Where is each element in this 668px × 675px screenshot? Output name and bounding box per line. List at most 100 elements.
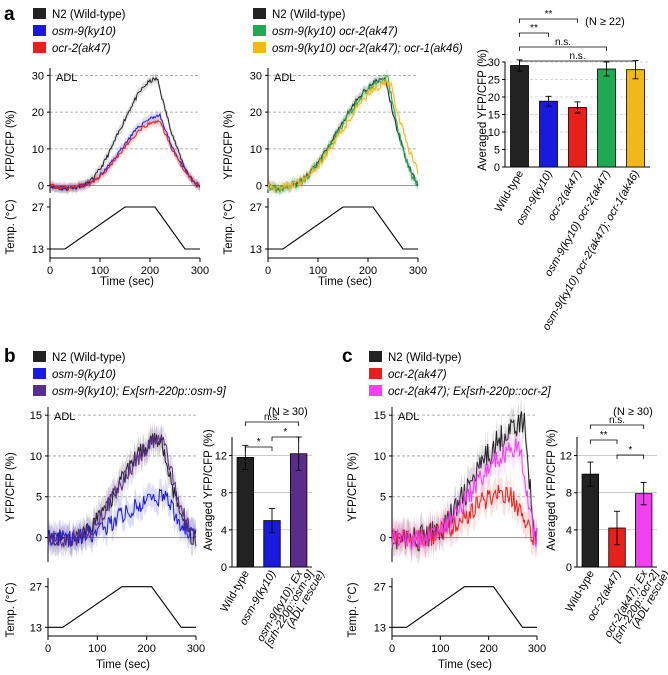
y-tick-label: 5 (36, 492, 42, 504)
significance-label: * (257, 437, 261, 448)
legend-swatch-wt (33, 8, 46, 19)
legend-swatch-double (253, 25, 266, 36)
y-tick-label: 30 (250, 70, 262, 82)
x-tick-label: 100 (88, 643, 106, 655)
legend-b: N2 (Wild-type) osm-9(ky10) osm-9(ky10); … (33, 351, 227, 398)
significance-bracket (589, 439, 618, 444)
neuron-label: ADL (54, 411, 75, 423)
y-tick-label: 0 (256, 181, 262, 193)
y-tick-label: 15 (488, 110, 500, 122)
y-tick-label: 27 (30, 582, 42, 594)
legend-swatch-wt (33, 351, 46, 362)
legend-label: osm-9(ky10) ocr-2(ak47) (272, 26, 398, 38)
y-tick-label: 4 (566, 525, 572, 537)
significance-label: ** (600, 430, 608, 441)
x-tick-label: 0 (265, 265, 271, 277)
significance-bracket (244, 421, 300, 426)
significance-bracket (616, 454, 645, 459)
y-tick-label: 4 (221, 525, 227, 537)
y-tick-label: 20 (32, 107, 44, 119)
temp-axis-label: Temp. (°C) (5, 199, 17, 254)
legend-swatch-rescue (369, 385, 382, 396)
category-label: Wild-type (493, 169, 526, 215)
legend-label: ocr-2(ak47) (52, 43, 111, 55)
legend-swatch-wt (253, 8, 266, 19)
bar (510, 65, 529, 168)
series-line (47, 435, 197, 548)
significance-label: n.s. (569, 51, 585, 62)
x-tick-label: 200 (359, 265, 377, 277)
x-tick-label: 100 (309, 265, 327, 277)
legend-label: osm-9(ky10) (52, 369, 116, 381)
legend-label: N2 (Wild-type) (52, 352, 126, 364)
significance-bracket (271, 436, 300, 441)
neuron-label: ADL (274, 72, 295, 84)
y-tick-label: 0 (494, 162, 500, 174)
x-tick-label: 200 (137, 643, 155, 655)
sem-band (50, 109, 200, 194)
temperature-line (50, 206, 200, 250)
temperature-line (392, 586, 537, 628)
trace-plot-a2: 0 10 20 30 ADL (250, 68, 419, 199)
x-axis-label: Time (sec) (100, 276, 154, 288)
trace-plot-c: 0 5 10 15 ADL (374, 398, 538, 564)
bar-chart-a: 051015202530Wild-typeosm-9(ky10)ocr-2(ak… (488, 9, 650, 332)
y-tick-label: 25 (488, 75, 500, 87)
y-tick-label: 15 (374, 410, 386, 422)
legend-a2: N2 (Wild-type) osm-9(ky10) ocr-2(ak47) o… (253, 8, 463, 55)
y-tick-label: 20 (488, 92, 500, 104)
sem-band (268, 73, 418, 196)
x-tick-label: 300 (528, 643, 546, 655)
legend-label: N2 (Wild-type) (388, 352, 462, 364)
y-axis-label: YFP/CFP (%) (5, 452, 17, 522)
bar (539, 100, 558, 168)
series-line (391, 438, 538, 551)
series-line (391, 484, 538, 549)
series-line (49, 76, 201, 192)
y-axis-label: YFP/CFP (%) (5, 110, 17, 180)
temperature-plot-a1: 13 27 0 100 200 300 (32, 198, 209, 277)
legend-label: N2 (Wild-type) (52, 9, 126, 21)
y-tick-label: 10 (374, 451, 386, 463)
temp-axis-label: Temp. (°C) (5, 582, 17, 637)
legend-label: osm-9(ky10) (52, 26, 116, 38)
significance-label: n.s. (609, 415, 625, 426)
y-tick-label: 0 (380, 533, 386, 545)
y-tick-label: 10 (30, 451, 42, 463)
y-tick-label: 5 (380, 492, 386, 504)
series-line (267, 75, 419, 193)
neuron-label: ADL (398, 411, 419, 423)
y-tick-label: 27 (32, 202, 44, 214)
legend-label: ocr-2(ak47) (388, 369, 447, 381)
sem-band (50, 73, 200, 196)
y-tick-label: 0 (38, 181, 44, 193)
x-tick-label: 0 (45, 643, 51, 655)
y-tick-label: 10 (250, 144, 262, 156)
bar (581, 473, 599, 568)
temp-axis-label: Temp. (°C) (347, 582, 359, 637)
temp-axis-label: Temp. (°C) (223, 199, 235, 254)
sem-band (50, 115, 200, 194)
significance-label: * (283, 427, 287, 438)
bar (626, 69, 645, 168)
x-axis-label: Time (sec) (96, 659, 150, 671)
y-tick-label: 13 (250, 244, 262, 256)
y-tick-label: 8 (566, 488, 572, 500)
y-tick-label: 0 (221, 562, 227, 574)
y-tick-label: 15 (30, 410, 42, 422)
legend-label: N2 (Wild-type) (272, 9, 346, 21)
legend-swatch-triple (253, 42, 266, 53)
legend-label: osm-9(ky10); Ex[srh-220p::osm-9] (52, 386, 227, 398)
significance-bracket (589, 424, 645, 429)
y-tick-label: 13 (30, 622, 42, 634)
y-axis-label: YFP/CFP (%) (223, 110, 235, 180)
y-tick-label: 12 (560, 451, 572, 463)
legend-label: osm-9(ky10) ocr-2(ak47); ocr-1(ak46) (272, 43, 463, 55)
series-line (49, 119, 201, 190)
significance-label: * (628, 445, 632, 456)
panel-letter-c: c (342, 346, 353, 367)
legend-c: N2 (Wild-type) ocr-2(ak47) ocr-2(ak47); … (369, 351, 551, 398)
bar (597, 68, 616, 168)
